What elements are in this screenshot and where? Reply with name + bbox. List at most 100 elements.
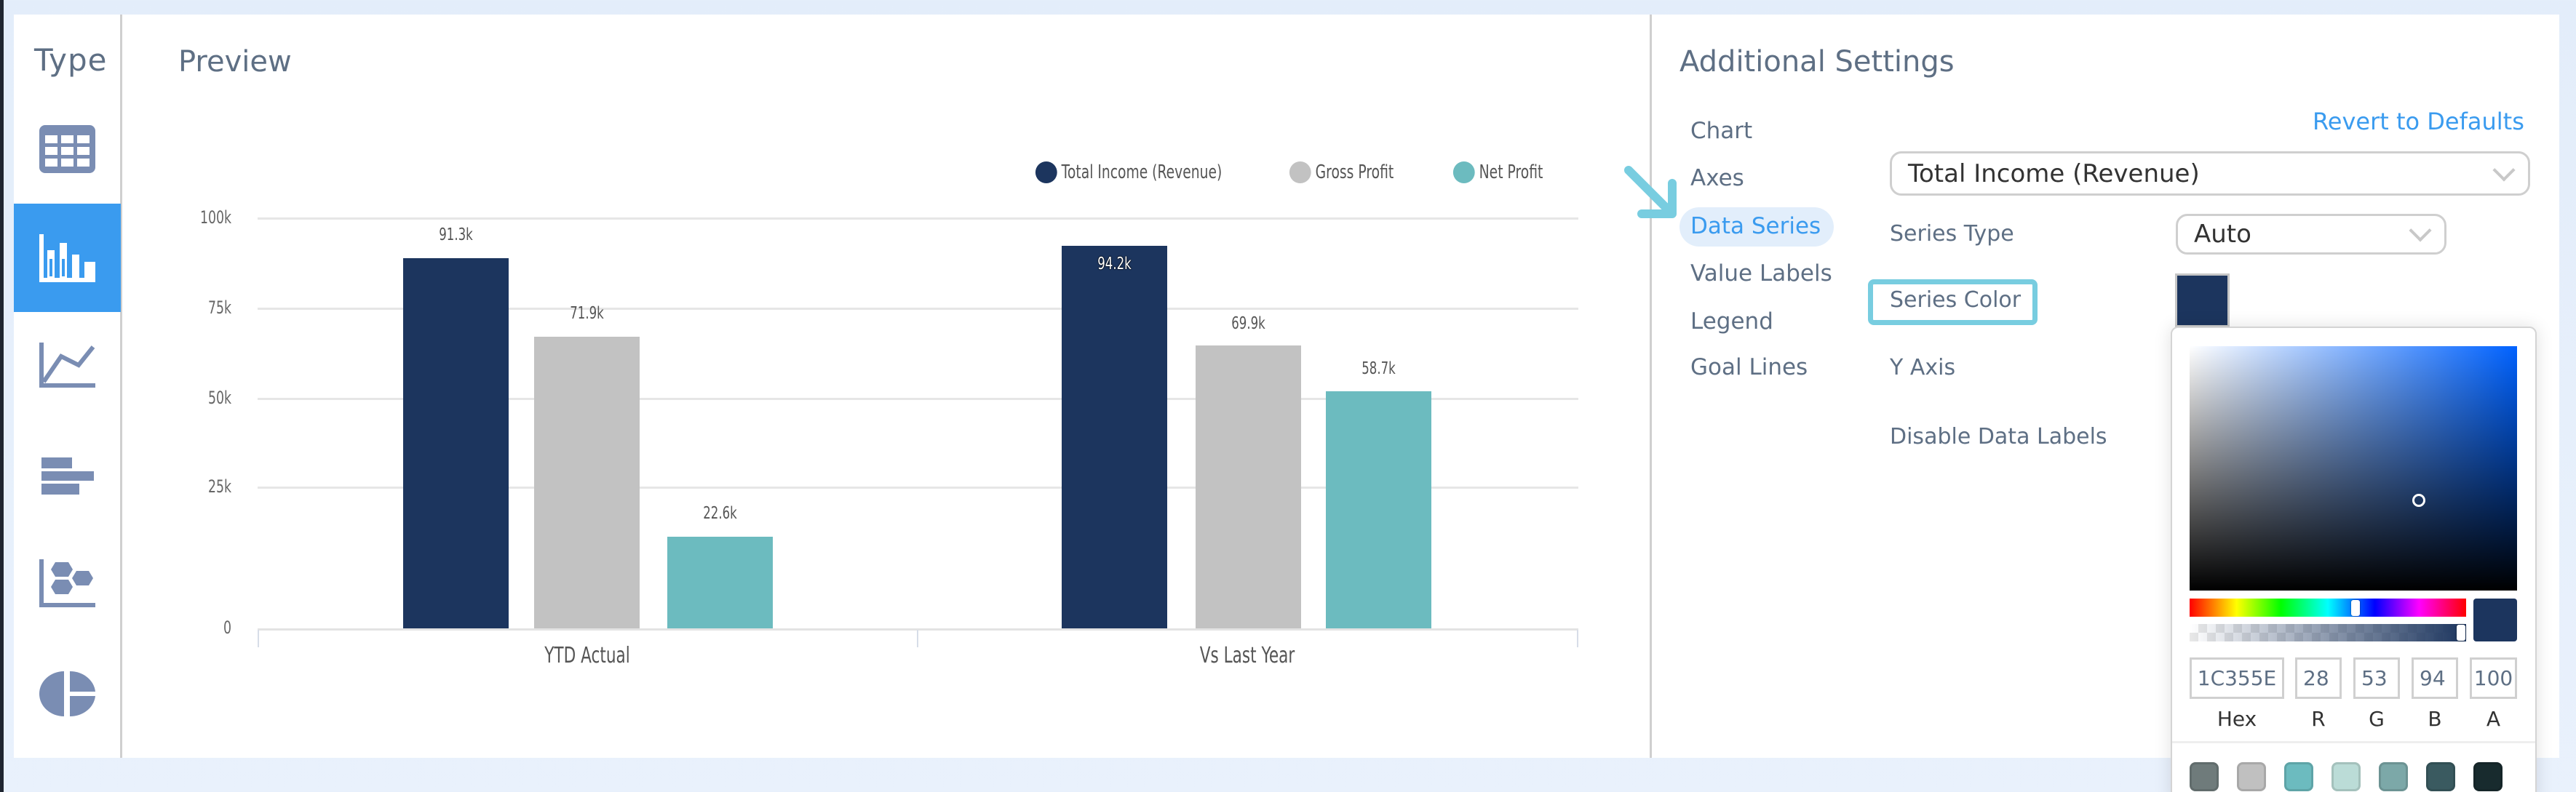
chevron-down-icon [2409,219,2432,242]
bar-chart-icon [39,233,95,282]
preset-color-swatch[interactable] [2426,762,2455,791]
x-axis-line [258,628,1578,631]
alpha-slider[interactable] [2190,624,2466,641]
bar-value-label: 71.9k [570,304,604,323]
series-select[interactable]: Total Income (Revenue) [1890,151,2530,196]
series-select-value: Total Income (Revenue) [1908,159,2200,188]
sidebar-divider [120,15,122,758]
horizontal-bar-chart-icon [41,457,94,495]
chevron-down-icon [2492,158,2516,182]
settings-menu-axes[interactable]: Axes [1690,165,1744,191]
saturation-value-area[interactable] [2190,346,2517,591]
gridline [258,217,1578,220]
y-tick-label: 75k [208,297,231,318]
settings-menu-data-series-pill[interactable] [1679,207,1834,247]
hue-slider-handle[interactable] [2351,600,2360,616]
series-color-swatch[interactable] [2175,273,2230,327]
type-item-bar[interactable] [14,204,121,312]
bar-ytd-total-income[interactable] [403,258,509,628]
pie-chart-icon [39,671,95,716]
x-axis-label: Vs Last Year [1199,643,1295,668]
bar-ytd-gross-profit[interactable] [534,337,640,628]
hex-input[interactable]: 1C355E [2190,657,2284,699]
legend-dot-icon [1289,161,1311,183]
x-axis-tick [1577,630,1578,647]
legend-item-total-income[interactable]: Total Income (Revenue) [1035,161,1223,183]
x-axis-tick [917,630,918,647]
bar-ytd-net-profit[interactable] [667,537,773,628]
bar-value-label: 22.6k [703,504,737,523]
legend-item-gross-profit[interactable]: Gross Profit [1289,161,1394,183]
preset-color-swatch[interactable] [2379,762,2408,791]
current-color-preview [2473,599,2517,641]
color-cursor-handle[interactable] [2412,494,2425,507]
red-input[interactable]: 28 [2295,657,2342,699]
gridline [258,398,1578,400]
y-tick-label: 0 [223,617,231,638]
settings-menu-goal-lines[interactable]: Goal Lines [1690,354,1808,380]
series-type-label: Series Type [1890,221,2014,247]
picker-divider [2172,741,2535,743]
series-type-select[interactable]: Auto [2176,214,2446,255]
line-chart-icon [39,343,95,388]
preset-color-swatch[interactable] [2190,762,2219,791]
settings-menu-chart[interactable]: Chart [1690,118,1753,144]
blue-input[interactable]: 94 [2412,657,2458,699]
legend-label: Net Profit [1479,161,1543,183]
table-grid-icon [39,125,95,173]
green-label: G [2369,707,2385,731]
preset-color-swatch[interactable] [2331,762,2361,791]
settings-menu-value-labels[interactable]: Value Labels [1690,260,1832,287]
y-tick-label: 50k [208,388,231,408]
y-tick-label: 100k [200,207,231,228]
bar-value-label: 69.9k [1231,314,1265,333]
settings-menu-data-series[interactable]: Data Series [1690,213,1821,239]
settings-divider [1650,15,1652,758]
disable-data-labels-label: Disable Data Labels [1890,424,2107,449]
settings-menu-legend[interactable]: Legend [1690,308,1773,335]
green-input[interactable]: 53 [2353,657,2400,699]
pointer-arrow-icon [1624,166,1677,218]
window-edge [0,0,4,792]
legend-item-net-profit[interactable]: Net Profit [1452,161,1543,183]
alpha-input[interactable]: 100 [2470,657,2517,699]
type-item-scatter[interactable] [14,547,121,620]
alpha-label: A [2486,707,2501,731]
bar-vs-last-year-gross-profit[interactable] [1196,345,1301,628]
bar-vs-last-year-total-income[interactable] [1062,246,1167,628]
type-item-horizontal-bar[interactable] [14,440,121,513]
legend-dot-icon [1452,161,1475,183]
series-color-label: Series Color [1890,287,2022,313]
preview-title: Preview [178,45,292,79]
x-axis-label: YTD Actual [544,643,630,668]
red-label: R [2311,707,2326,731]
gridline [258,487,1578,489]
x-axis-tick [258,630,259,647]
bar-vs-last-year-net-profit[interactable] [1326,391,1431,628]
y-axis-label: Y Axis [1890,355,1956,380]
alpha-slider-handle[interactable] [2457,625,2465,641]
revert-to-defaults-link[interactable]: Revert to Defaults [2313,108,2524,135]
series-color-highlight [1868,279,2038,325]
bar-value-label: 58.7k [1361,359,1396,378]
type-item-table[interactable] [14,113,121,185]
preset-color-swatch[interactable] [2473,762,2503,791]
preset-color-swatch[interactable] [2237,762,2266,791]
settings-title: Additional Settings [1679,45,1955,79]
series-type-value: Auto [2194,220,2251,249]
type-title: Type [34,42,108,78]
hex-label: Hex [2217,707,2257,731]
bar-value-label: 94.2k [1097,255,1132,273]
blue-label: B [2428,707,2442,731]
y-tick-label: 25k [208,476,231,497]
legend-label: Total Income (Revenue) [1061,161,1223,183]
type-item-pie[interactable] [14,657,121,730]
preset-color-swatch[interactable] [2284,762,2313,791]
hue-slider[interactable] [2190,599,2466,617]
scatter-chart-icon [39,559,95,607]
bar-value-label: 91.3k [439,225,473,244]
gridline [258,308,1578,310]
legend-dot-icon [1035,161,1057,183]
legend-label: Gross Profit [1315,161,1394,183]
type-item-line[interactable] [14,329,121,401]
